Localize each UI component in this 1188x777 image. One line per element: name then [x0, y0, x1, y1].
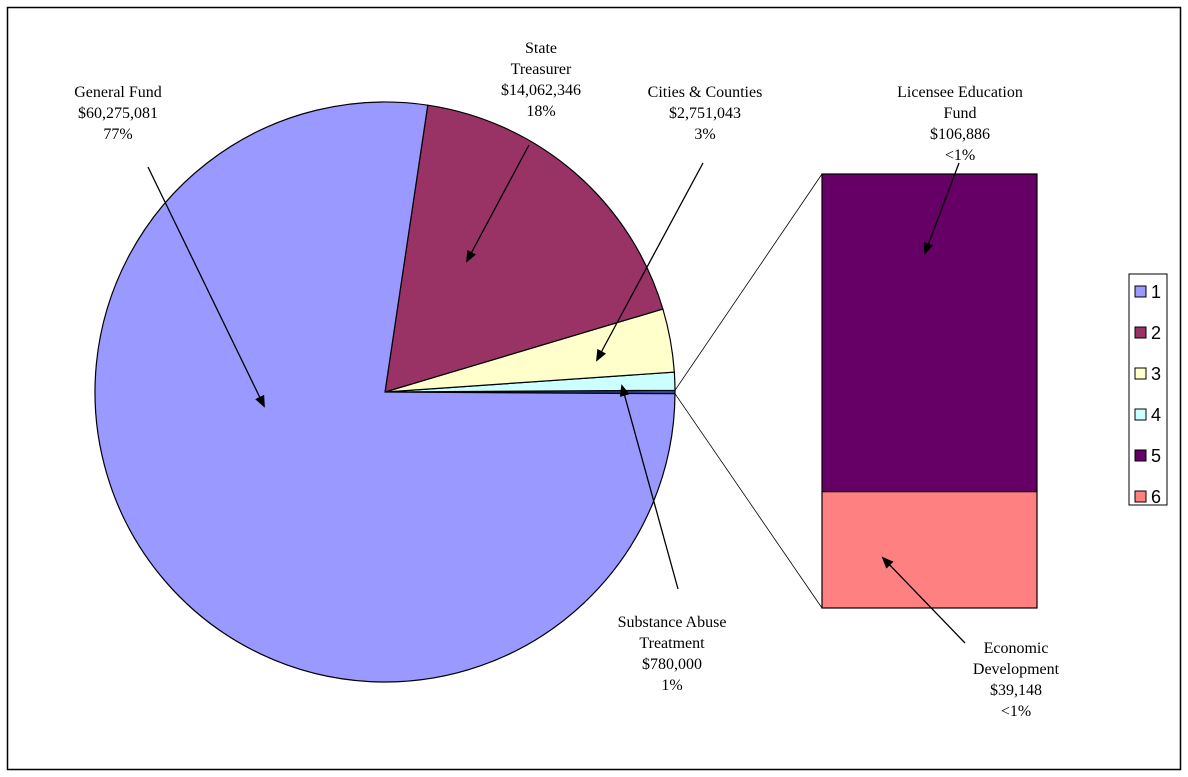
data-label-6: Economic Development $39,148 <1% [973, 640, 1060, 720]
leader-arrow-1 [147, 166, 265, 408]
data-label-2-line-4: 18% [526, 103, 555, 120]
legend-label-4: 4 [1151, 405, 1161, 425]
bar-segment-5 [821, 173, 1038, 493]
legend-label-6: 6 [1151, 487, 1161, 507]
leader-arrow-6 [881, 556, 966, 644]
leader-arrow-2 [466, 144, 530, 263]
data-label-1: General Fund $60,275,081 77% [74, 84, 162, 143]
leader-arrow-5 [923, 162, 960, 255]
legend-swatch-4 [1134, 408, 1147, 421]
data-label-6-line-4: <1% [1001, 703, 1031, 720]
data-label-5-line-3: $106,886 [930, 126, 990, 143]
data-label-5-line-1: Licensee Education [897, 84, 1023, 101]
data-label-3-line-2: $2,751,043 [669, 105, 741, 122]
legend-swatch-5 [1134, 449, 1147, 462]
legend-label-1: 1 [1151, 282, 1161, 302]
data-label-4: Substance Abuse Treatment $780,000 1% [618, 614, 727, 694]
legend-swatch-2 [1134, 326, 1147, 339]
data-label-3-line-1: Cities & Counties [648, 84, 763, 101]
data-label-1-line-1: General Fund [74, 84, 162, 101]
data-label-4-line-4: 1% [661, 677, 682, 694]
data-label-6-line-1: Economic [984, 640, 1049, 657]
legend-label-2: 2 [1151, 323, 1161, 343]
data-label-6-line-2: Development [973, 661, 1060, 678]
leader-arrow-3 [596, 162, 704, 362]
data-label-4-line-1: Substance Abuse [618, 614, 727, 631]
data-label-6-line-3: $39,148 [990, 682, 1042, 699]
legend-swatch-1 [1134, 285, 1147, 298]
connector-lines [674, 173, 823, 609]
pie-slice-1 [94, 101, 676, 683]
data-label-2-line-2: Treasurer [511, 61, 572, 78]
data-label-3: Cities & Counties $2,751,043 3% [648, 84, 763, 143]
data-label-1-line-2: $60,275,081 [78, 105, 158, 122]
pie-group [94, 101, 676, 683]
bar-segment-6 [821, 491, 1038, 609]
legend: 1 2 3 4 5 6 [1128, 273, 1168, 507]
connector-line-top [674, 173, 823, 391]
data-label-2-line-1: State [525, 40, 557, 57]
data-label-5-line-4: <1% [945, 147, 975, 164]
data-label-2-line-3: $14,062,346 [501, 82, 581, 99]
connector-line-bottom [674, 393, 823, 609]
legend-swatch-6 [1134, 490, 1147, 503]
legend-label-5: 5 [1151, 446, 1161, 466]
bar-group [821, 173, 1038, 609]
data-label-1-line-3: 77% [103, 126, 132, 143]
data-label-5: Licensee Education Fund $106,886 <1% [897, 84, 1023, 164]
data-labels: General Fund $60,275,081 77% State Treasurer… [74, 40, 1059, 720]
legend-label-3: 3 [1151, 364, 1161, 384]
leader-arrow-4 [619, 384, 679, 590]
data-label-4-line-2: Treatment [639, 635, 705, 652]
legend-box [1128, 273, 1168, 506]
pie-slice-2 [384, 104, 664, 393]
data-label-3-line-3: 3% [694, 126, 715, 143]
data-label-2: State Treasurer $14,062,346 18% [501, 40, 581, 120]
data-label-4-line-3: $780,000 [642, 656, 702, 673]
legend-swatch-3 [1134, 367, 1147, 380]
data-label-5-line-2: Fund [944, 105, 977, 122]
